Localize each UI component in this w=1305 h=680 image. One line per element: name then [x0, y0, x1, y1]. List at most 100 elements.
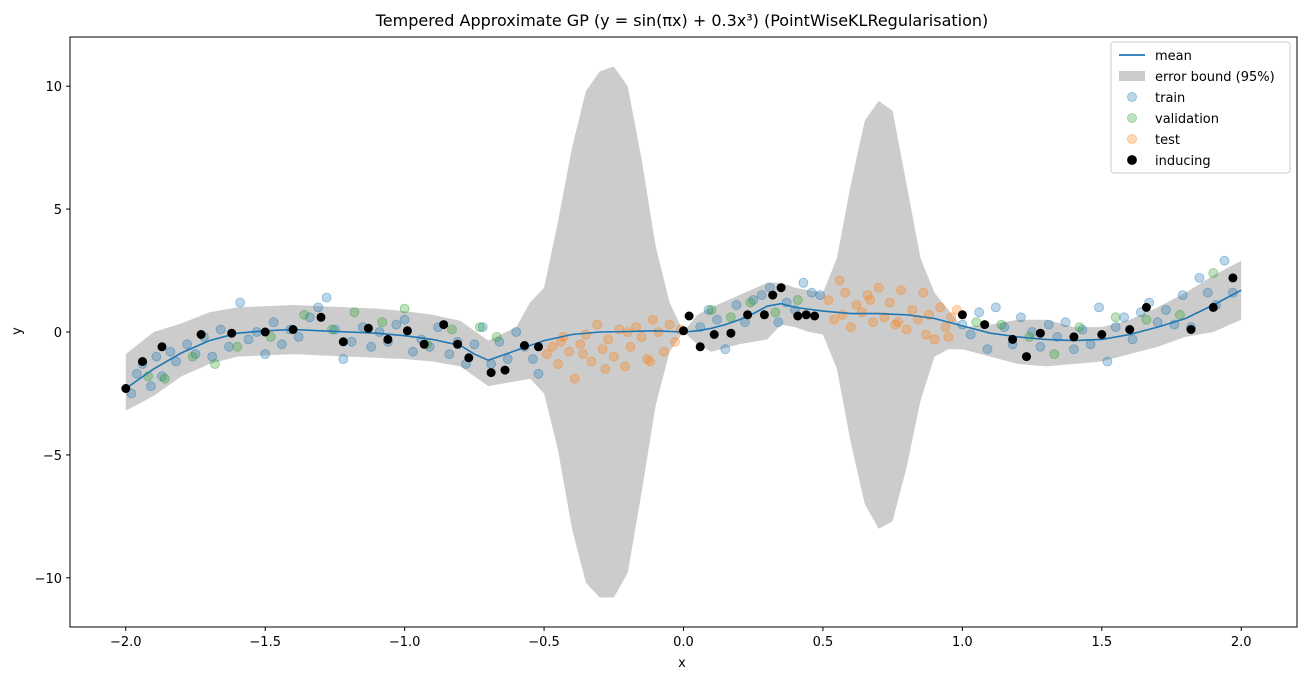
- test-point: [664, 319, 675, 330]
- train-point: [511, 327, 522, 337]
- validation-point: [706, 304, 717, 315]
- validation-point: [996, 319, 1007, 330]
- test-point: [647, 314, 658, 325]
- validation-point: [1049, 349, 1060, 360]
- train-point: [131, 368, 142, 379]
- inducing-point: [695, 342, 705, 352]
- train-point: [1085, 339, 1096, 350]
- test-point: [885, 297, 895, 308]
- inducing-point: [138, 357, 147, 366]
- train-point: [731, 300, 742, 310]
- validation-point: [349, 307, 360, 318]
- y-tick-label: 10: [45, 80, 62, 95]
- train-point: [268, 317, 279, 328]
- inducing-point: [801, 310, 811, 320]
- train-point: [391, 319, 402, 330]
- inducing-point: [1208, 302, 1218, 312]
- test-point: [592, 319, 602, 330]
- train-point: [806, 287, 817, 298]
- train-point: [190, 349, 201, 360]
- test-point: [851, 300, 862, 310]
- test-point: [907, 304, 918, 315]
- inducing-point: [316, 312, 326, 322]
- train-point: [477, 322, 488, 333]
- train-point: [182, 339, 193, 350]
- test-point: [569, 373, 580, 384]
- x-tick-label: −1.5: [249, 635, 281, 650]
- inducing-point: [486, 368, 496, 378]
- train-point: [215, 324, 226, 335]
- test-point: [921, 329, 931, 340]
- validation-point: [726, 312, 736, 323]
- train-point: [157, 371, 167, 382]
- train-point: [1016, 312, 1026, 323]
- validation-point: [210, 359, 220, 369]
- chart-title: Tempered Approximate GP (y = sin(πx) + 0…: [375, 11, 989, 30]
- validation-point: [327, 324, 338, 335]
- train-point: [999, 322, 1010, 333]
- inducing-point: [196, 330, 206, 339]
- inducing-point: [1186, 325, 1196, 334]
- legend: mean error bound (95%) train validation test…: [1110, 41, 1291, 174]
- test-point: [929, 334, 940, 345]
- test-point: [600, 363, 611, 374]
- test-point: [670, 336, 680, 347]
- train-point: [798, 277, 809, 288]
- test-point: [834, 275, 845, 286]
- train-point: [408, 346, 418, 357]
- train-point: [165, 346, 176, 357]
- test-point: [553, 359, 563, 369]
- train-point: [1177, 290, 1188, 301]
- train-point: [1202, 287, 1213, 298]
- validation-point: [971, 317, 982, 328]
- train-point: [151, 351, 162, 362]
- validation-point: [1074, 322, 1085, 333]
- inducing-point: [776, 283, 786, 293]
- train-point: [1219, 255, 1230, 266]
- train-point: [756, 290, 767, 301]
- validation-point: [232, 341, 243, 352]
- validation-point: [1141, 314, 1152, 325]
- train-point: [1035, 341, 1046, 352]
- inducing-point: [1035, 328, 1045, 338]
- x-tick-label: −1.0: [389, 635, 421, 650]
- legend-swatch-test: [1127, 134, 1137, 144]
- train-point: [748, 295, 759, 305]
- train-point: [990, 302, 1001, 313]
- train-point: [1069, 344, 1079, 355]
- inducing-point: [363, 323, 373, 333]
- legend-swatch-train: [1127, 92, 1137, 102]
- test-point: [840, 287, 851, 298]
- test-point: [935, 302, 945, 313]
- inducing-point: [534, 342, 543, 352]
- inducing-point: [121, 384, 131, 393]
- legend-label-test: test: [1155, 133, 1180, 148]
- validation-point: [491, 331, 502, 342]
- train-point: [1194, 272, 1205, 283]
- test-point: [603, 334, 614, 345]
- inducing-point: [709, 330, 719, 339]
- test-point: [642, 354, 653, 364]
- test-point: [608, 351, 619, 362]
- validation-point: [474, 322, 485, 333]
- inducing-point: [1141, 302, 1151, 312]
- train-point: [703, 304, 714, 315]
- inducing-point: [759, 310, 769, 320]
- train-point: [533, 368, 544, 379]
- legend-label-mean: mean: [1155, 49, 1192, 64]
- x-axis-label: x: [678, 656, 686, 671]
- test-point: [645, 356, 655, 367]
- test-point: [581, 329, 591, 340]
- train-point: [321, 292, 332, 303]
- validation-point: [159, 373, 170, 384]
- train-point: [171, 356, 181, 367]
- validation-point: [399, 303, 410, 314]
- test-point: [912, 314, 923, 325]
- train-point: [243, 334, 254, 345]
- inducing-point: [1125, 325, 1135, 334]
- inducing-point: [157, 342, 167, 352]
- test-point: [620, 361, 630, 372]
- test-point: [547, 341, 558, 352]
- train-point: [313, 302, 324, 313]
